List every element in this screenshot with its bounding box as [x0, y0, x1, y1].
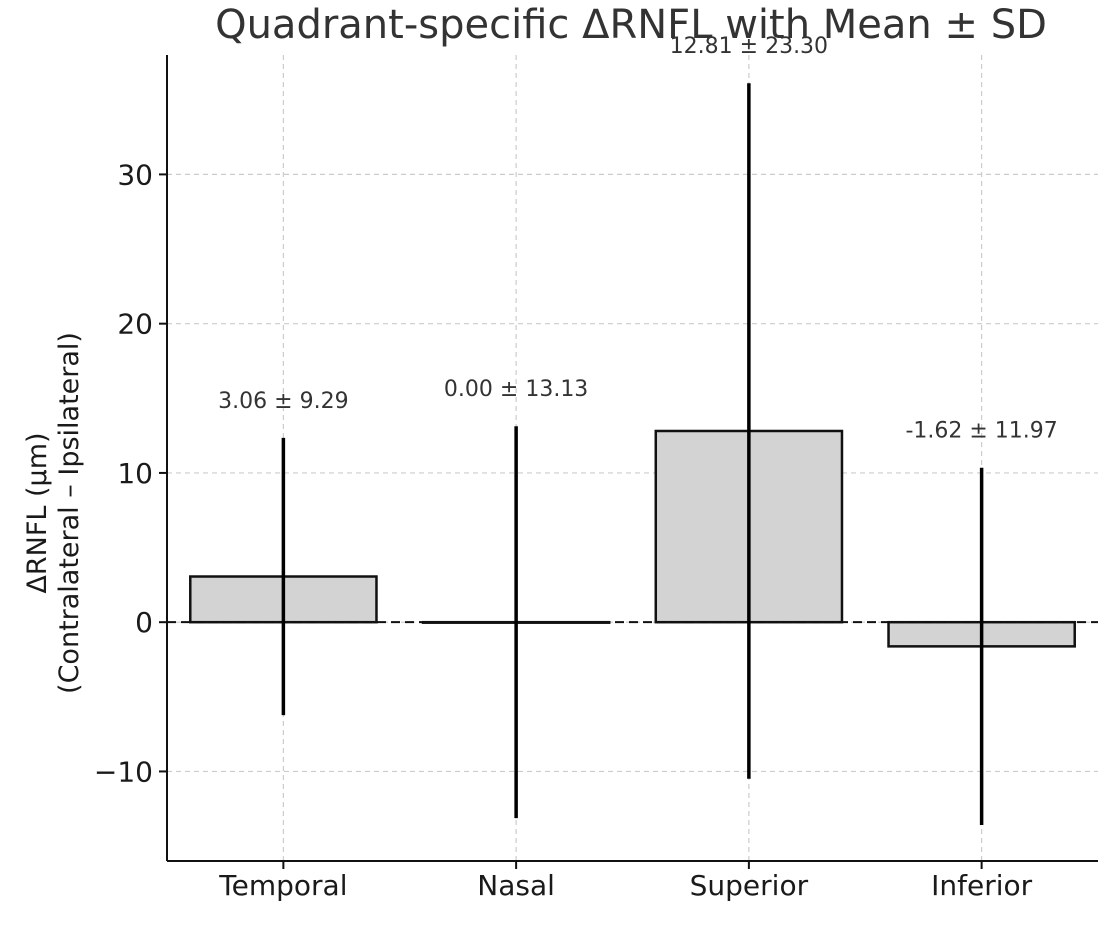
y-axis-label-line-2: (Contralateral – Ipsilateral) [54, 332, 85, 694]
x-tick-label: Inferior [931, 869, 1033, 902]
y-tick-label: −10 [94, 755, 153, 788]
y-tick-label: 10 [117, 457, 153, 490]
y-axis-label: ΔRNFL (µm) (Contralateral – Ipsilateral) [22, 332, 85, 694]
bars-layer [189, 429, 1076, 648]
axes-layer: −10 0 10 20 30 Temporal Nasal Superior Inferior [94, 55, 1098, 902]
x-tick-label: Superior [690, 869, 809, 902]
data-label: -1.62 ± 11.97 [905, 419, 1057, 444]
y-tick-label: 30 [117, 158, 153, 191]
y-axis-label-line-1: ΔRNFL (µm) [22, 432, 53, 593]
chart-title: Quadrant-specific ΔRNFL with Mean ± SD [215, 2, 1047, 48]
x-tick-label: Temporal [218, 869, 347, 902]
grid-layer [167, 55, 1098, 861]
error-bars-layer [281, 83, 984, 826]
x-tick-label: Nasal [477, 869, 555, 902]
data-label: 12.81 ± 23.30 [670, 34, 828, 59]
data-label: 3.06 ± 9.29 [218, 389, 348, 414]
y-tick-label: 0 [135, 606, 153, 639]
data-label: 0.00 ± 13.13 [444, 377, 588, 402]
y-tick-label: 20 [117, 308, 153, 341]
annotations-layer: 3.06 ± 9.29 0.00 ± 13.13 12.81 ± 23.30 -1.6… [218, 34, 1058, 443]
